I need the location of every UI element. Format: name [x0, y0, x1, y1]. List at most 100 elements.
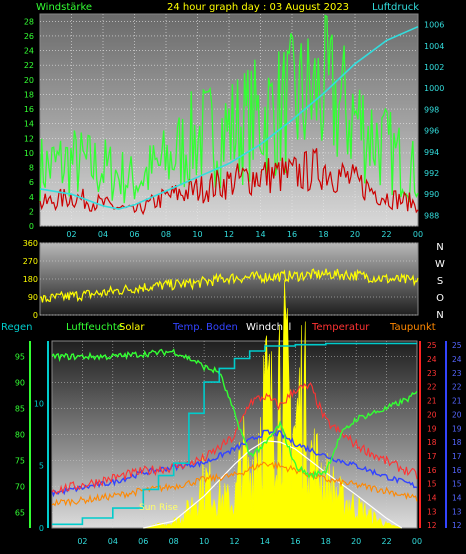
soil-temperature-y-tick: 22 [452, 383, 462, 392]
pressure-axis-title: Luftdruck [372, 2, 419, 13]
climate-x-tick-20: 20 [351, 537, 361, 546]
series-temp-boden-line [51, 429, 418, 498]
rain-y-tick: 5 [39, 462, 44, 471]
soil-temperature-y-tick: 17 [452, 452, 462, 461]
temperature-y-tick: 14 [427, 494, 437, 503]
direction-y-tick: 90 [28, 293, 38, 302]
wind-x-tick-02: 02 [66, 230, 76, 239]
series-windchill-line [143, 440, 403, 529]
climate-panel: 65 70 75 80 85 90 95 0 5 10 12 12 13 13 14 14 15 15 16 16… [15, 279, 462, 546]
temperature-y-tick: 20 [427, 410, 437, 419]
soil-temperature-y-tick: 19 [452, 424, 462, 433]
humidity-y-tick: 95 [15, 353, 25, 362]
temperature-y-tick: 24 [427, 355, 437, 364]
series-wind-average-line [39, 148, 419, 216]
legend: Regen Luftfeuchte Solar Temp. Boden Wind… [1, 322, 436, 333]
soil-temperature-y-tick: 12 [452, 521, 462, 530]
wind-axis-title: Windstärke [36, 2, 92, 13]
pressure-y-tick: 998 [424, 105, 439, 114]
series-temperatur-line [51, 382, 418, 495]
wind-x-tick-16: 16 [287, 230, 297, 239]
temperature-axis-bar-red [419, 341, 421, 528]
wind-x-tick-10: 10 [192, 230, 202, 239]
climate-x-tick-10: 10 [199, 537, 209, 546]
wind-x-tick-06: 06 [129, 230, 139, 239]
compass-label-s: S [437, 276, 443, 287]
wind-y-tick: 28 [24, 17, 34, 26]
wind-x-tick-04: 04 [98, 230, 108, 239]
series-wind-direction-line [39, 268, 419, 303]
soil-temperature-y-tick: 21 [452, 397, 462, 406]
legend-luftfeuchte: Luftfeuchte [66, 322, 123, 333]
rain-y-tick: 10 [34, 399, 44, 408]
wind-x-tick-18: 18 [318, 230, 328, 239]
soil-temperature-y-tick: 18 [452, 438, 462, 447]
wind-x-tick-22: 22 [381, 230, 391, 239]
temperature-y-tick: 19 [427, 424, 437, 433]
direction-y-tick: 0 [33, 311, 38, 320]
pressure-y-tick: 1006 [424, 21, 444, 30]
humidity-y-tick: 90 [15, 379, 25, 388]
direction-y-ticks: 0 90 180 270 360 [23, 239, 38, 320]
soil-temperature-y-tick: 24 [452, 355, 462, 364]
wind-y-tick: 26 [24, 32, 34, 41]
humidity-y-ticks: 65 70 75 80 85 90 95 [15, 353, 25, 518]
climate-x-tick-02: 02 [77, 537, 87, 546]
wind-y-tick: 10 [24, 149, 34, 158]
temperature-y-tick: 16 [427, 466, 437, 475]
climate-x-tick-08: 08 [169, 537, 179, 546]
temperature-y-tick: 17 [427, 452, 437, 461]
series-solar-area [143, 279, 402, 529]
wind-x-tick-20: 20 [350, 230, 360, 239]
chart-title: 24 hour graph day : 03 August 2023 [167, 2, 349, 13]
soil-temperature-y-tick: 16 [452, 466, 462, 475]
series-luftfeuchte-line [51, 348, 418, 481]
wind-y-tick: 0 [29, 222, 34, 231]
soil-temperature-y-tick: 20 [452, 410, 462, 419]
temperature-axis-bar-blue [445, 341, 447, 528]
wind-y-tick: 14 [24, 120, 34, 129]
wind-x-ticks: 02 04 06 08 10 12 14 16 18 20 22 00 [66, 230, 423, 239]
wind-x-tick-08: 08 [161, 230, 171, 239]
climate-x-tick-18: 18 [321, 537, 331, 546]
rain-axis-bar [47, 341, 49, 528]
pressure-y-tick: 996 [424, 127, 439, 136]
temperature-y-tick: 25 [427, 341, 437, 350]
humidity-axis-bar [29, 341, 31, 528]
climate-x-tick-14: 14 [260, 537, 270, 546]
wind-y-tick: 20 [24, 76, 34, 85]
wind-y-tick: 22 [24, 61, 34, 70]
pressure-y-tick: 990 [424, 190, 439, 199]
series-regen-line [52, 342, 417, 526]
humidity-y-tick: 75 [15, 456, 25, 465]
wind-direction-panel: 0 90 180 270 360 N W S O N [23, 239, 445, 321]
humidity-y-tick: 70 [15, 482, 25, 491]
climate-panel-series [51, 279, 418, 529]
soil-temperature-y-tick: 14 [452, 494, 462, 503]
series-pressure-line [39, 25, 419, 210]
pressure-y-tick: 992 [424, 169, 439, 178]
wind-y-tick: 2 [29, 207, 34, 216]
temperature-y-tick: 21 [427, 397, 437, 406]
direction-y-tick: 180 [23, 275, 38, 284]
wind-y-tick: 12 [24, 134, 34, 143]
temperature-y-tick: 15 [427, 480, 437, 489]
direction-y-tick: 270 [23, 257, 38, 266]
wind-x-tick-00: 00 [413, 230, 423, 239]
compass-label-n-top: N [436, 242, 443, 253]
climate-x-ticks: 02 04 06 08 10 12 14 16 18 20 22 00 [77, 537, 422, 546]
temperature-y-tick: 12 [427, 521, 437, 530]
wind-y-tick: 18 [24, 90, 34, 99]
climate-x-tick-06: 06 [138, 537, 148, 546]
legend-taupunkt: Taupunkt [389, 322, 436, 333]
climate-x-tick-22: 22 [381, 537, 391, 546]
pressure-y-tick: 988 [424, 211, 439, 220]
legend-regen: Regen [1, 322, 33, 333]
compass-label-n-bottom: N [436, 310, 443, 321]
pressure-y-tick: 1000 [424, 84, 444, 93]
humidity-y-tick: 85 [15, 405, 25, 414]
rain-y-ticks: 0 5 10 [34, 399, 44, 533]
temperature-y-tick: 13 [427, 507, 437, 516]
pressure-y-tick: 1002 [424, 63, 444, 72]
